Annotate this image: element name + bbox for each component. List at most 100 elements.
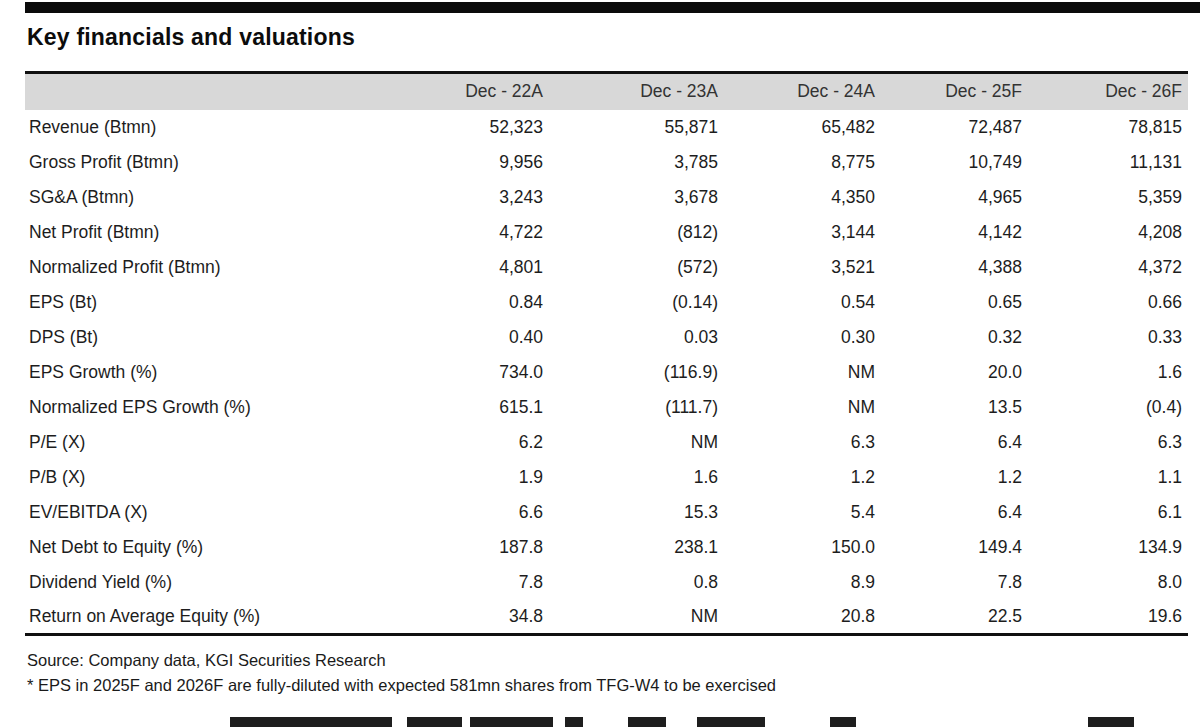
cell-value: 6.4 — [881, 495, 1028, 530]
cell-value: 3,521 — [724, 250, 881, 285]
cell-value: (572) — [549, 250, 724, 285]
cell-value: 22.5 — [881, 600, 1028, 635]
cell-value: 20.8 — [724, 600, 881, 635]
financials-table-container: Dec - 22A Dec - 23A Dec - 24A Dec - 25F … — [25, 71, 1188, 636]
cell-value: 72,487 — [881, 110, 1028, 145]
cell-value: 6.3 — [1028, 425, 1188, 460]
cell-value: 1.9 — [449, 460, 549, 495]
cell-value: 0.40 — [449, 320, 549, 355]
cell-value: 134.9 — [1028, 530, 1188, 565]
cell-value: 4,388 — [881, 250, 1028, 285]
row-label: Normalized Profit (Btmn) — [25, 250, 449, 285]
cell-value: 5,359 — [1028, 180, 1188, 215]
cell-value: 0.30 — [724, 320, 881, 355]
table-row: EPS (Bt)0.84(0.14)0.540.650.66 — [25, 285, 1188, 320]
cell-value: 0.8 — [549, 565, 724, 600]
table-row: SG&A (Btmn)3,2433,6784,3504,9655,359 — [25, 180, 1188, 215]
row-label: Dividend Yield (%) — [25, 565, 449, 600]
row-label: Normalized EPS Growth (%) — [25, 390, 449, 425]
cell-value: 4,208 — [1028, 215, 1188, 250]
cell-value: 55,871 — [549, 110, 724, 145]
financials-table: Dec - 22A Dec - 23A Dec - 24A Dec - 25F … — [25, 71, 1188, 636]
table-body: Revenue (Btmn)52,32355,87165,48272,48778… — [25, 110, 1188, 635]
cell-value: (116.9) — [549, 355, 724, 390]
bar-segment — [565, 717, 583, 727]
cell-value: 734.0 — [449, 355, 549, 390]
table-row: Net Profit (Btmn)4,722(812)3,1444,1424,2… — [25, 215, 1188, 250]
cell-value: 19.6 — [1028, 600, 1188, 635]
table-row: Net Debt to Equity (%)187.8238.1150.0149… — [25, 530, 1188, 565]
top-accent-bar — [25, 2, 1200, 13]
cell-value: 3,243 — [449, 180, 549, 215]
row-label: Net Profit (Btmn) — [25, 215, 449, 250]
bar-segment — [1088, 717, 1134, 727]
table-row: Return on Average Equity (%)34.8NM20.822… — [25, 600, 1188, 635]
cell-value: 4,801 — [449, 250, 549, 285]
cell-value: NM — [549, 425, 724, 460]
table-row: Normalized EPS Growth (%)615.1(111.7)NM1… — [25, 390, 1188, 425]
cell-value: 150.0 — [724, 530, 881, 565]
cell-value: 7.8 — [449, 565, 549, 600]
cell-value: 187.8 — [449, 530, 549, 565]
cell-value: 11,131 — [1028, 145, 1188, 180]
table-row: Dividend Yield (%)7.80.88.97.88.0 — [25, 565, 1188, 600]
bar-segment — [830, 717, 856, 727]
cell-value: 8.9 — [724, 565, 881, 600]
cell-value: 615.1 — [449, 390, 549, 425]
table-row: Normalized Profit (Btmn)4,801(572)3,5214… — [25, 250, 1188, 285]
header-metric-blank — [25, 73, 449, 110]
cell-value: 34.8 — [449, 600, 549, 635]
cell-value: 238.1 — [549, 530, 724, 565]
cell-value: 7.8 — [881, 565, 1028, 600]
bar-segment — [230, 717, 392, 727]
header-col-dec-24a: Dec - 24A — [724, 73, 881, 110]
cell-value: 0.65 — [881, 285, 1028, 320]
cell-value: 1.1 — [1028, 460, 1188, 495]
cell-value: NM — [724, 390, 881, 425]
cell-value: 1.6 — [549, 460, 724, 495]
cell-value: 0.03 — [549, 320, 724, 355]
cell-value: 8.0 — [1028, 565, 1188, 600]
cell-value: 1.2 — [724, 460, 881, 495]
bar-segment — [407, 717, 462, 727]
table-row: P/B (X)1.91.61.21.21.1 — [25, 460, 1188, 495]
cell-value: 6.6 — [449, 495, 549, 530]
cell-value: NM — [549, 600, 724, 635]
row-label: EV/EBITDA (X) — [25, 495, 449, 530]
cell-value: 6.4 — [881, 425, 1028, 460]
cell-value: 52,323 — [449, 110, 549, 145]
row-label: Gross Profit (Btmn) — [25, 145, 449, 180]
cell-value: 13.5 — [881, 390, 1028, 425]
table-row: P/E (X)6.2NM6.36.46.3 — [25, 425, 1188, 460]
page: { "title": "Key financials and valuation… — [0, 0, 1200, 727]
table-row: Revenue (Btmn)52,32355,87165,48272,48778… — [25, 110, 1188, 145]
row-label: P/E (X) — [25, 425, 449, 460]
row-label: EPS Growth (%) — [25, 355, 449, 390]
row-label: Net Debt to Equity (%) — [25, 530, 449, 565]
header-row: Dec - 22A Dec - 23A Dec - 24A Dec - 25F … — [25, 73, 1188, 110]
header-col-dec-23a: Dec - 23A — [549, 73, 724, 110]
cell-value: 0.33 — [1028, 320, 1188, 355]
cell-value: 8,775 — [724, 145, 881, 180]
cell-value: 3,678 — [549, 180, 724, 215]
bar-segment — [697, 717, 765, 727]
cell-value: 3,144 — [724, 215, 881, 250]
cell-value: 0.32 — [881, 320, 1028, 355]
header-col-dec-22a: Dec - 22A — [449, 73, 549, 110]
source-note: Source: Company data, KGI Securities Res… — [27, 648, 776, 673]
cell-value: 6.1 — [1028, 495, 1188, 530]
cell-value: 78,815 — [1028, 110, 1188, 145]
cell-value: 3,785 — [549, 145, 724, 180]
row-label: P/B (X) — [25, 460, 449, 495]
cell-value: NM — [724, 355, 881, 390]
cell-value: 1.6 — [1028, 355, 1188, 390]
cell-value: 4,722 — [449, 215, 549, 250]
cell-value: 6.3 — [724, 425, 881, 460]
row-label: DPS (Bt) — [25, 320, 449, 355]
footer: Source: Company data, KGI Securities Res… — [27, 648, 776, 698]
cell-value: 4,142 — [881, 215, 1028, 250]
cell-value: 4,965 — [881, 180, 1028, 215]
row-label: EPS (Bt) — [25, 285, 449, 320]
cell-value: (0.14) — [549, 285, 724, 320]
cell-value: 20.0 — [881, 355, 1028, 390]
